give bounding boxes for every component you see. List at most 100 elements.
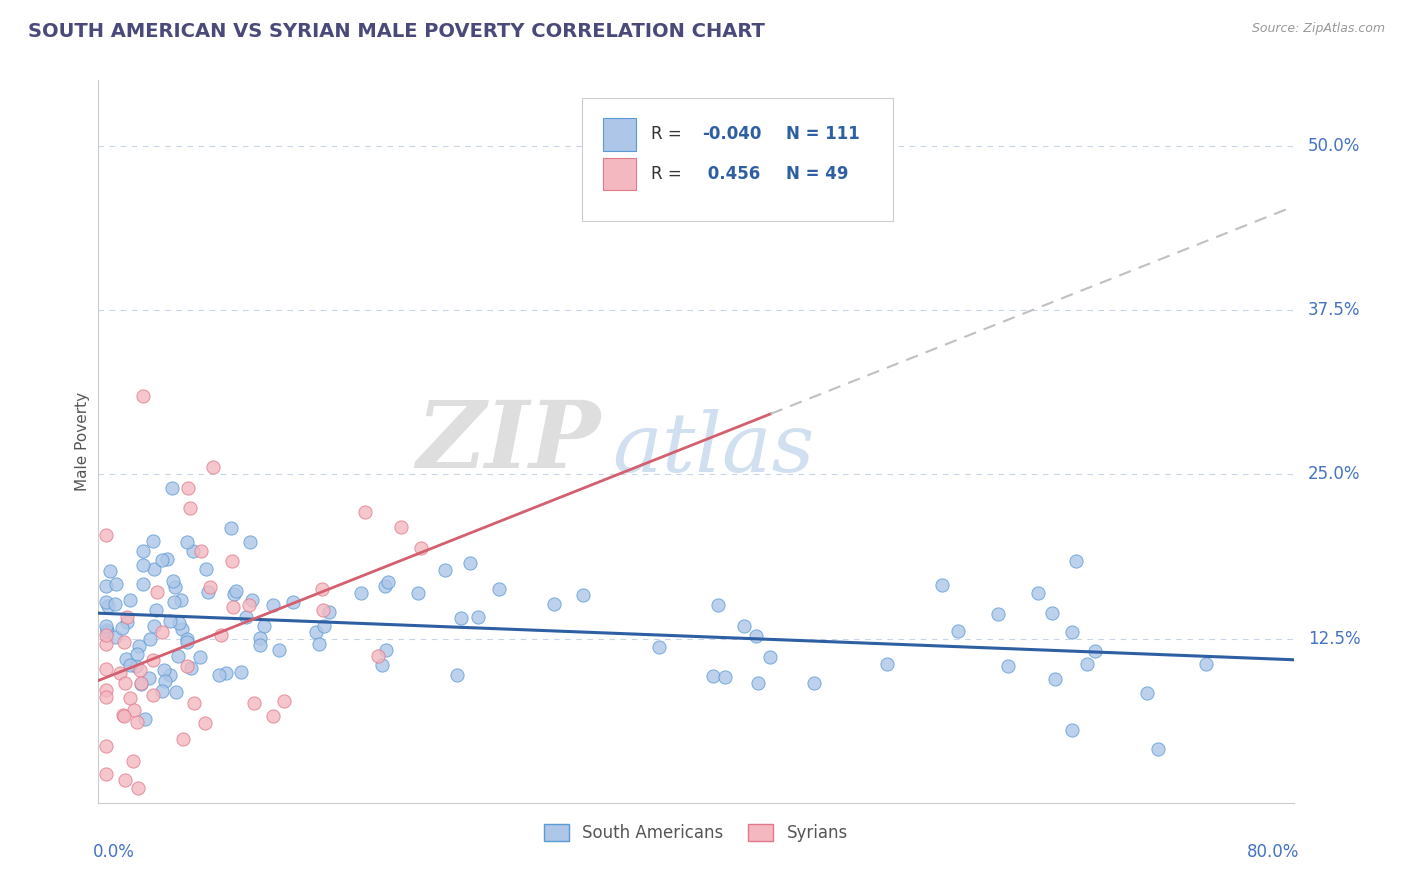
South Americans (170, 622, 193, 636)
South Americans (139, 632, 162, 647)
South Americans (986, 607, 1008, 622)
South Americans (104, 630, 127, 644)
South Americans (115, 615, 138, 629)
Syrians (146, 585, 169, 599)
Syrians (262, 709, 284, 723)
South Americans (1043, 672, 1066, 686)
South Americans (647, 640, 669, 654)
South Americans (350, 586, 373, 600)
South Americans (96, 625, 118, 640)
Syrians (194, 715, 217, 730)
South Americans (128, 639, 150, 653)
Syrians (120, 690, 142, 705)
Text: 0.456: 0.456 (702, 165, 761, 183)
South Americans (308, 637, 330, 651)
Syrians (389, 519, 412, 533)
South Americans (1076, 657, 1098, 671)
Syrians (354, 505, 377, 519)
South Americans (229, 665, 252, 680)
South Americans (262, 598, 284, 612)
South Americans (114, 651, 136, 665)
South Americans (714, 670, 737, 684)
Text: atlas: atlas (613, 409, 814, 489)
Syrians (238, 598, 260, 612)
Text: 12.5%: 12.5% (1308, 630, 1361, 648)
South Americans (312, 619, 335, 633)
Syrians (112, 708, 135, 723)
Syrians (94, 628, 117, 642)
South Americans (745, 629, 768, 643)
South Americans (305, 624, 328, 639)
Syrians (129, 676, 152, 690)
South Americans (1062, 723, 1084, 737)
South Americans (94, 595, 117, 609)
Syrians (111, 708, 134, 723)
South Americans (170, 593, 193, 607)
South Americans (281, 595, 304, 609)
South Americans (377, 574, 399, 589)
South Americans (747, 676, 769, 690)
South Americans (458, 556, 481, 570)
Syrians (94, 683, 117, 698)
South Americans (111, 621, 134, 635)
South Americans (876, 657, 898, 671)
Syrians (172, 731, 194, 746)
Syrians (112, 634, 135, 648)
Syrians (94, 662, 117, 676)
Syrians (150, 625, 173, 640)
South Americans (707, 598, 730, 612)
South Americans (131, 544, 153, 558)
South Americans (239, 535, 262, 549)
South Americans (702, 669, 724, 683)
South Americans (803, 676, 825, 690)
Syrians (132, 388, 155, 402)
South Americans (97, 599, 120, 613)
South Americans (543, 597, 565, 611)
South Americans (125, 648, 148, 662)
South Americans (253, 619, 276, 633)
South Americans (162, 574, 184, 589)
Syrians (202, 459, 225, 474)
Syrians (94, 637, 117, 651)
South Americans (467, 609, 489, 624)
South Americans (194, 562, 217, 576)
South Americans (96, 623, 118, 637)
South Americans (134, 711, 156, 725)
Syrians (311, 582, 333, 596)
Syrians (122, 754, 145, 768)
South Americans (931, 578, 953, 592)
South Americans (225, 583, 247, 598)
South Americans (167, 649, 190, 664)
South Americans (197, 585, 219, 599)
South Americans (138, 671, 160, 685)
Text: -0.040: -0.040 (702, 126, 761, 144)
South Americans (215, 666, 238, 681)
South Americans (94, 579, 117, 593)
Syrians (183, 696, 205, 710)
Text: R =: R = (651, 126, 686, 144)
South Americans (131, 577, 153, 591)
South Americans (249, 638, 271, 652)
Syrians (94, 690, 117, 704)
South Americans (104, 598, 127, 612)
Syrians (222, 599, 245, 614)
South Americans (152, 684, 174, 698)
South Americans (160, 481, 183, 495)
South Americans (142, 533, 165, 548)
South Americans (98, 564, 121, 578)
Syrians (125, 715, 148, 730)
South Americans (163, 594, 186, 608)
South Americans (105, 576, 128, 591)
Syrians (110, 666, 132, 681)
Syrians (114, 676, 136, 690)
South Americans (153, 663, 176, 677)
Text: N = 49: N = 49 (786, 165, 848, 183)
South Americans (183, 544, 205, 558)
Syrians (177, 481, 200, 495)
South Americans (180, 661, 202, 675)
Syrians (94, 767, 117, 781)
Syrians (94, 739, 117, 754)
South Americans (1060, 625, 1083, 640)
South Americans (1084, 644, 1107, 658)
South Americans (163, 580, 186, 594)
